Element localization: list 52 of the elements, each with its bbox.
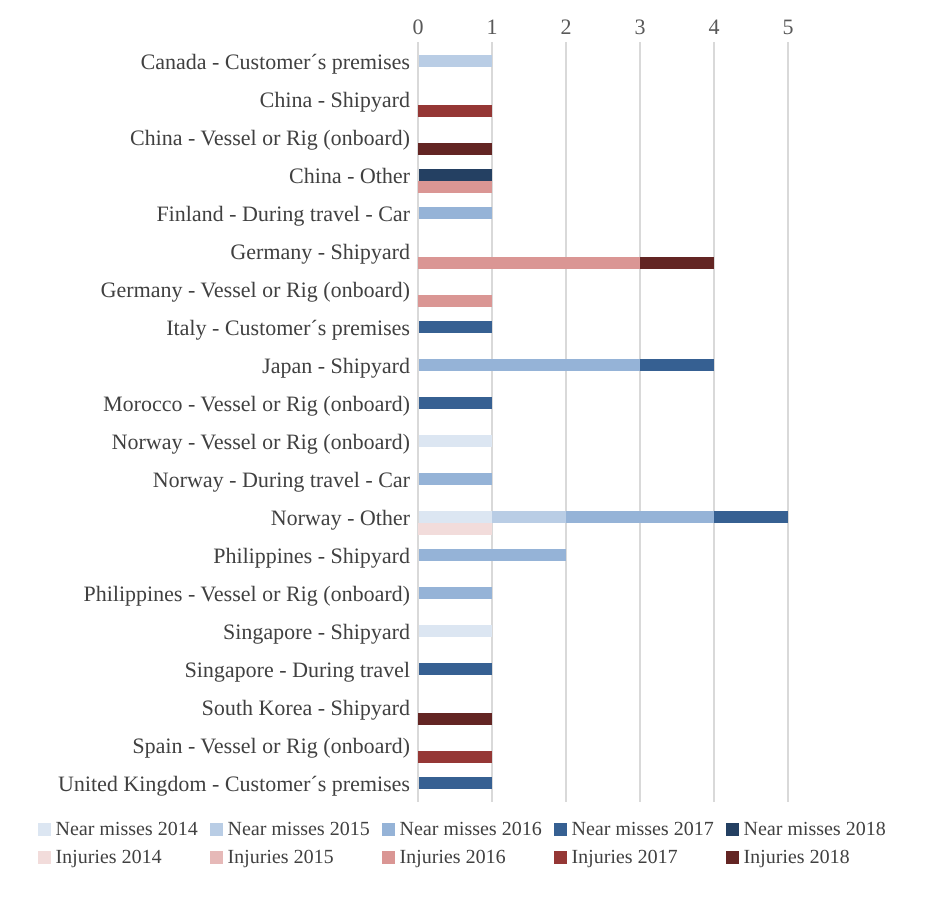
- x-tick-label: 0: [412, 14, 424, 39]
- y-tick-label: Singapore - Shipyard: [223, 618, 410, 644]
- bar: [418, 207, 492, 219]
- bar: [418, 625, 492, 637]
- legend-label: Near misses 2018: [744, 818, 886, 841]
- y-tick-label: Japan - Shipyard: [262, 352, 410, 378]
- legend-label: Injuries 2015: [228, 846, 334, 869]
- y-tick-label: Philippines - Shipyard: [213, 542, 410, 568]
- bar: [418, 663, 492, 675]
- y-tick-label: China - Other: [289, 162, 411, 188]
- bar: [714, 511, 788, 523]
- y-tick-label: Norway - Vessel or Rig (onboard): [112, 428, 410, 454]
- bar: [418, 435, 492, 447]
- bar: [418, 777, 492, 789]
- y-tick-label: China - Shipyard: [260, 86, 410, 112]
- bar: [418, 359, 640, 371]
- legend-label: Injuries 2018: [744, 846, 850, 869]
- y-tick-label: Germany - Shipyard: [230, 238, 410, 264]
- y-tick-label: Philippines - Vessel or Rig (onboard): [83, 580, 410, 606]
- y-tick-label: Norway - Other: [270, 504, 411, 530]
- y-tick-label: Canada - Customer´s premises: [140, 48, 410, 74]
- legend-label: Near misses 2014: [56, 818, 198, 841]
- legend-label: Near misses 2016: [400, 818, 542, 841]
- bar: [418, 397, 492, 409]
- x-tick-label: 3: [634, 14, 646, 39]
- y-tick-label: Italy - Customer´s premises: [166, 314, 410, 340]
- y-tick-label: South Korea - Shipyard: [202, 694, 410, 720]
- x-tick-label: 2: [560, 14, 572, 39]
- legend-label: Near misses 2015: [228, 818, 370, 841]
- y-tick-label: Finland - During travel - Car: [156, 200, 411, 226]
- y-tick-label: Norway - During travel - Car: [152, 466, 411, 492]
- y-tick-label: Morocco - Vessel or Rig (onboard): [103, 390, 410, 416]
- legend-label: Injuries 2014: [56, 846, 162, 869]
- bar: [418, 549, 566, 561]
- bar: [418, 473, 492, 485]
- bar: [492, 511, 566, 523]
- bar: [418, 55, 492, 67]
- y-tick-label: United Kingdom - Customer´s premises: [58, 770, 410, 796]
- bar: [640, 359, 714, 371]
- y-tick-label: Singapore - During travel: [184, 656, 410, 682]
- y-tick-label: China - Vessel or Rig (onboard): [130, 124, 410, 150]
- y-tick-label: Spain - Vessel or Rig (onboard): [132, 732, 410, 758]
- legend-label: Near misses 2017: [572, 818, 714, 841]
- x-tick-label: 5: [782, 14, 794, 39]
- x-tick-label: 1: [486, 14, 498, 39]
- bar: [566, 511, 714, 523]
- legend-label: Injuries 2017: [572, 846, 678, 869]
- legend-label: Injuries 2016: [400, 846, 506, 869]
- y-tick-label: Germany - Vessel or Rig (onboard): [100, 276, 410, 302]
- bar: [418, 587, 492, 599]
- x-tick-label: 4: [708, 14, 720, 39]
- bar: [418, 321, 492, 333]
